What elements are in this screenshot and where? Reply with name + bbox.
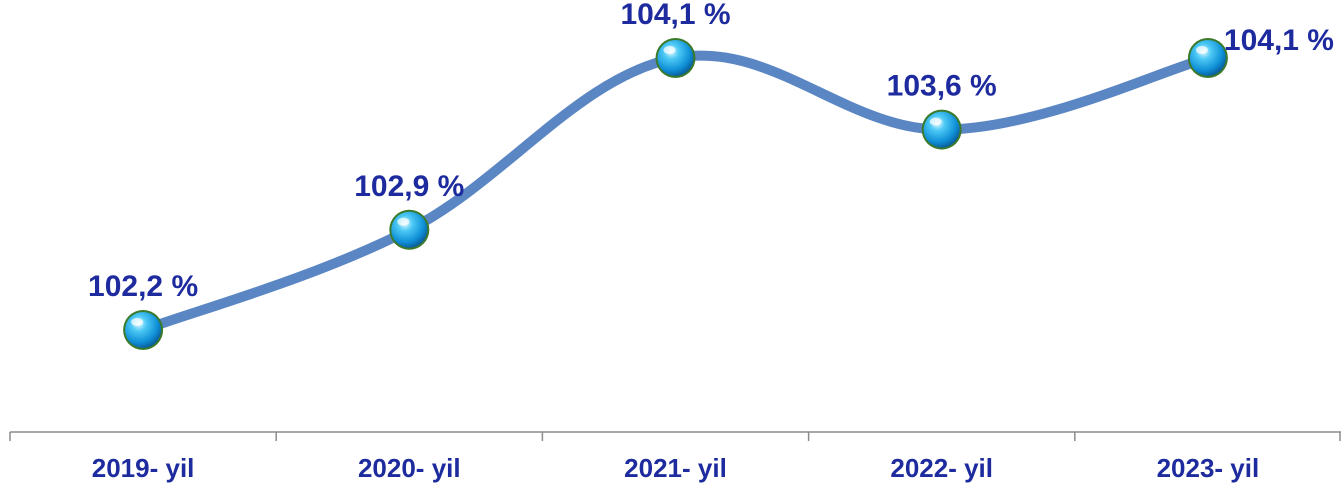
data-point-marker	[1187, 38, 1228, 78]
x-tick-label: 2022- yil	[890, 453, 993, 483]
x-tick-label: 2021- yil	[624, 453, 727, 483]
drop-lines	[139, 70, 1212, 414]
markers	[123, 38, 1228, 350]
x-tick-label: 2020- yil	[358, 453, 461, 483]
drop-line	[671, 70, 680, 414]
x-tick-label: 2023- yil	[1157, 453, 1260, 483]
drop-line	[1204, 70, 1212, 414]
data-point-marker	[123, 310, 164, 350]
data-label: 102,9 %	[354, 170, 464, 203]
data-point-marker	[655, 38, 696, 78]
data-point-marker	[389, 209, 430, 250]
data-labels: 102,2 % 102,9 % 104,1 % 103,6 % 104,1 %	[88, 0, 1334, 303]
data-label: 104,1 %	[620, 0, 730, 31]
drop-line	[937, 141, 946, 414]
data-label: 103,6 %	[887, 70, 997, 103]
x-tick-labels: 2019- yil 2020- yil 2021- yil 2022- yil 2023…	[92, 453, 1259, 483]
x-axis	[9, 431, 1341, 441]
data-label: 104,1 %	[1224, 24, 1334, 57]
data-label: 102,2 %	[88, 270, 198, 303]
data-point-marker	[921, 109, 962, 150]
drop-line	[139, 342, 147, 414]
drop-line	[405, 241, 414, 414]
x-tick-label: 2019- yil	[92, 453, 195, 483]
